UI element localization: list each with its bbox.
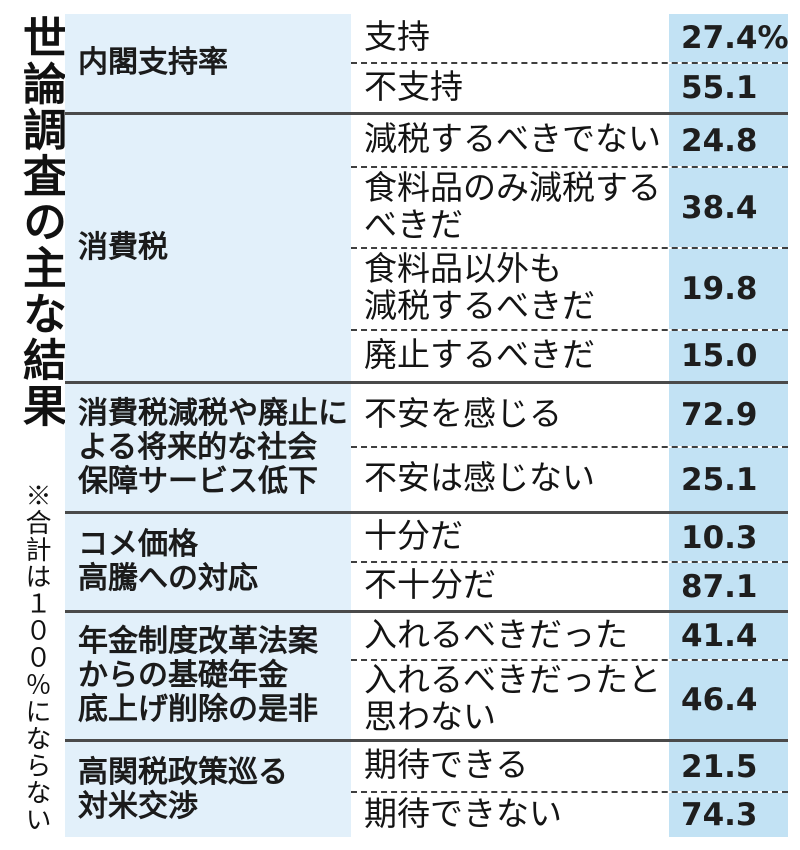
poll-row: 入れるべきだったと 思わない 46.4 <box>351 659 788 739</box>
answer-label: 入れるべきだった <box>351 613 669 659</box>
value-cell: 38.4 <box>669 168 788 247</box>
poll-row: 食料品以外も 減税するべきだ 19.8 <box>351 247 788 329</box>
answer-label: 十分だ <box>351 514 669 561</box>
poll-row: 不安を感じる 72.9 <box>351 384 788 446</box>
value-cell: 72.9 <box>669 384 788 446</box>
answer-rows: 減税するべきでない 24.8 食料品のみ減税する べきだ 38.4 食料品以外も 減税す… <box>351 115 788 381</box>
poll-group: 内閣支持率 支持 27.4% 不支持 55.1 <box>65 14 789 112</box>
category-cell: 高関税政策巡る 対米交渉 <box>65 742 351 837</box>
answer-label: 支持 <box>351 14 669 62</box>
value-cell: 21.5 <box>669 742 788 791</box>
answer-label: 食料品以外も 減税するべきだ <box>351 249 669 329</box>
answer-rows: 支持 27.4% 不支持 55.1 <box>351 14 789 112</box>
poll-group: 高関税政策巡る 対米交渉 期待できる 21.5 期待できない 74.3 <box>65 739 788 837</box>
answer-label: 期待できない <box>351 793 669 837</box>
poll-row: 入れるべきだった 41.4 <box>351 613 788 659</box>
value-cell: 15.0 <box>669 331 788 381</box>
poll-table: 内閣支持率 支持 27.4% 不支持 55.1 消費税 減税するべきでない 24.8 食料品のみ… <box>65 14 789 837</box>
poll-row: 廃止するべきだ 15.0 <box>351 329 788 381</box>
value-cell: 74.3 <box>669 793 788 837</box>
poll-row: 減税するべきでない 24.8 <box>351 115 788 166</box>
poll-row: 期待できない 74.3 <box>351 791 788 837</box>
value-cell: 87.1 <box>669 563 788 610</box>
value-cell: 19.8 <box>669 249 788 329</box>
category-cell: 消費税減税や廃止に よる将来的な社会 保障サービス低下 <box>65 384 351 511</box>
poll-row: 食料品のみ減税する べきだ 38.4 <box>351 166 788 247</box>
poll-row: 不安は感じない 25.1 <box>351 446 788 511</box>
value-cell: 46.4 <box>669 661 788 739</box>
category-cell: コメ価格 高騰への対応 <box>65 514 351 610</box>
footnote: ※合計は１００％にならない <box>22 482 52 833</box>
answer-rows: 十分だ 10.3 不十分だ 87.1 <box>351 514 788 610</box>
answer-label: 期待できる <box>351 742 669 791</box>
value-cell: 24.8 <box>669 115 788 166</box>
poll-group: 消費税 減税するべきでない 24.8 食料品のみ減税する べきだ 38.4 食料品以外も … <box>65 112 788 381</box>
poll-group: 消費税減税や廃止に よる将来的な社会 保障サービス低下 不安を感じる 72.9 不安は… <box>65 381 788 511</box>
value-cell: 27.4% <box>669 14 789 62</box>
poll-row: 支持 27.4% <box>351 14 789 62</box>
answer-label: 不安を感じる <box>351 384 669 446</box>
answer-rows: 期待できる 21.5 期待できない 74.3 <box>351 742 788 837</box>
category-cell: 年金制度改革法案 からの基礎年金 底上げ削除の是非 <box>65 613 351 739</box>
answer-label: 減税するべきでない <box>351 115 669 166</box>
value-cell: 10.3 <box>669 514 788 561</box>
value-cell: 25.1 <box>669 448 788 511</box>
answer-label: 不支持 <box>351 64 669 112</box>
category-cell: 内閣支持率 <box>65 14 351 112</box>
answer-label: 不安は感じない <box>351 448 669 511</box>
answer-label: 入れるべきだったと 思わない <box>351 661 669 739</box>
value-cell: 41.4 <box>669 613 788 659</box>
category-cell: 消費税 <box>65 115 351 381</box>
poll-row: 期待できる 21.5 <box>351 742 788 791</box>
poll-row: 不支持 55.1 <box>351 62 788 112</box>
answer-label: 不十分だ <box>351 563 669 610</box>
answer-label: 食料品のみ減税する べきだ <box>351 168 669 247</box>
value-cell: 55.1 <box>669 64 788 112</box>
page-title: 世論調査の主な結果 <box>16 15 65 429</box>
poll-group: コメ価格 高騰への対応 十分だ 10.3 不十分だ 87.1 <box>65 511 788 610</box>
poll-group: 年金制度改革法案 からの基礎年金 底上げ削除の是非 入れるべきだった 41.4 入れる… <box>65 610 788 739</box>
answer-rows: 不安を感じる 72.9 不安は感じない 25.1 <box>351 384 788 511</box>
poll-row: 不十分だ 87.1 <box>351 561 788 610</box>
answer-rows: 入れるべきだった 41.4 入れるべきだったと 思わない 46.4 <box>351 613 788 739</box>
answer-label: 廃止するべきだ <box>351 331 669 381</box>
poll-row: 十分だ 10.3 <box>351 514 788 561</box>
